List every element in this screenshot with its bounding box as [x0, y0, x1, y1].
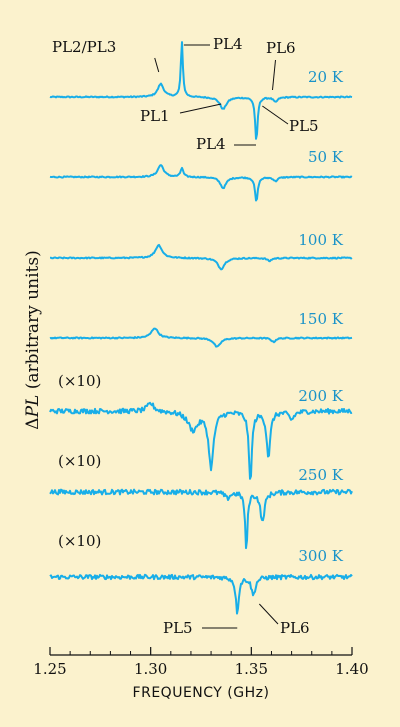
annotation-pl6: PL6 [266, 39, 296, 57]
annotation-pl4: PL4 [213, 35, 243, 53]
peak-annotations: PL2/PL3 PL4 PL6 PL1 PL5 PL4 PL5 PL6 [52, 35, 319, 637]
trace-20k [49, 41, 353, 140]
scale-labels: (×10) (×10) (×10) [58, 372, 101, 550]
temperature-label: 250 K [298, 466, 343, 484]
temperature-label: 20 K [308, 68, 344, 86]
x-tick-label: 1.40 [335, 660, 368, 678]
trace-group [49, 41, 353, 615]
temperature-label: 200 K [298, 387, 343, 405]
x-tick-label: 1.35 [235, 660, 268, 678]
annotation-leader [262, 105, 289, 125]
x-ticks: 1.25 1.30 1.35 1.40 [33, 647, 369, 678]
temperature-labels: 20 K 50 K 100 K 150 K 200 K 250 K 300 K [298, 68, 343, 565]
trace-50k [49, 164, 353, 202]
y-axis-title-delta: Δ [23, 417, 43, 429]
temperature-label: 300 K [298, 547, 343, 565]
annotation-pl1: PL1 [140, 107, 170, 125]
temperature-label: 100 K [298, 231, 343, 249]
x-tick-label: 1.30 [134, 660, 167, 678]
annotation-pl5: PL5 [163, 619, 193, 637]
y-axis-title-rest: (arbitrary units) [23, 250, 43, 394]
annotation-pl6: PL6 [280, 619, 310, 637]
scale-label: (×10) [58, 452, 101, 470]
y-axis-title: ΔPL (arbitrary units) [23, 250, 43, 429]
trace-150k [49, 327, 353, 348]
annotation-pl4: PL4 [196, 135, 226, 153]
scale-label: (×10) [58, 372, 101, 390]
x-tick-label: 1.25 [33, 660, 66, 678]
annotation-leader [179, 103, 222, 114]
scale-label: (×10) [58, 532, 101, 550]
annotation-leader [154, 57, 160, 73]
trace-100k [50, 243, 353, 271]
y-axis-title-italic: PL [23, 395, 43, 419]
annotation-pl2-pl3: PL2/PL3 [52, 38, 116, 56]
annotation-pl5: PL5 [289, 117, 319, 135]
annotation-leader [258, 603, 279, 625]
temperature-label: 150 K [298, 310, 343, 328]
trace-250k [49, 488, 353, 550]
annotation-leader [271, 59, 276, 91]
temperature-label: 50 K [308, 148, 344, 166]
x-axis-title: FREQUENCY (GHz) [133, 685, 270, 701]
trace-200k [49, 401, 353, 480]
trace-300k [49, 573, 353, 615]
